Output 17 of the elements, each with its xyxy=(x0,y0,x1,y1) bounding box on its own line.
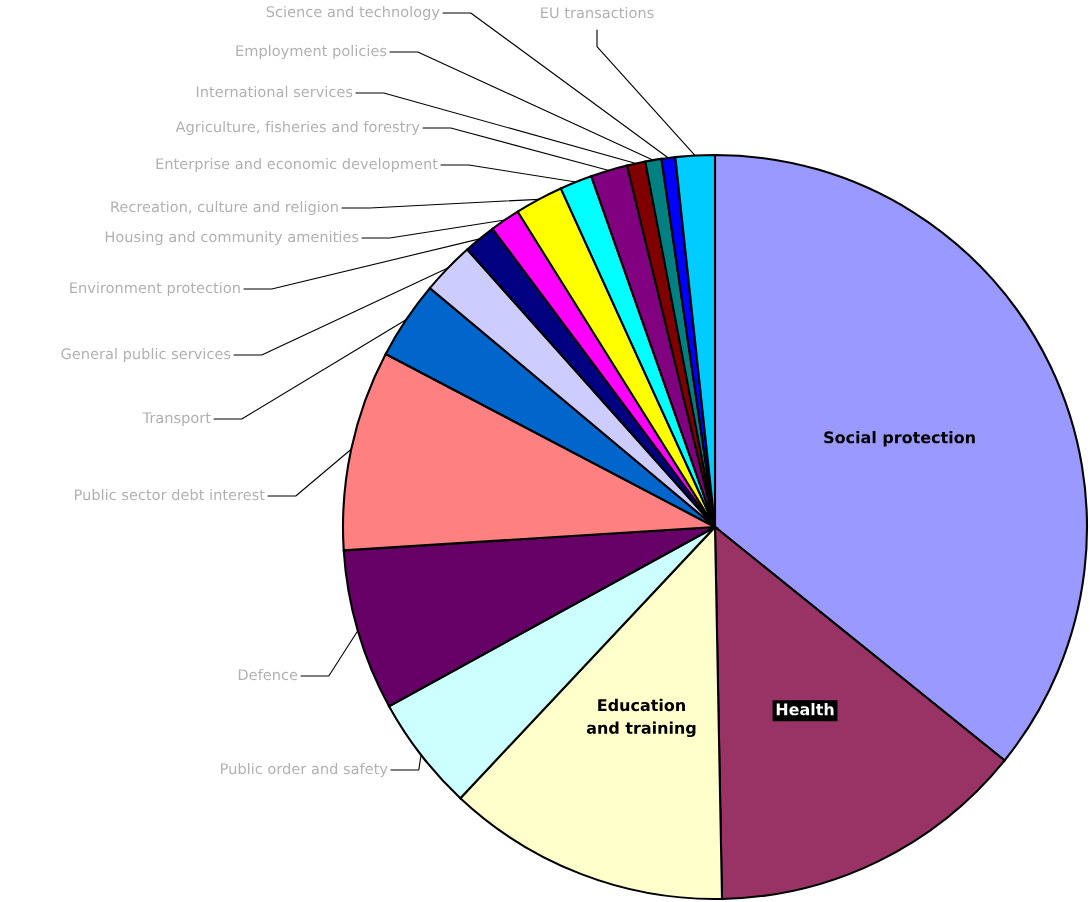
slice-label: Defence xyxy=(238,668,298,681)
slice-label: Public order and safety xyxy=(221,762,388,778)
slice-label: Health xyxy=(776,703,834,716)
slice-label: Science and technology xyxy=(266,5,440,21)
slice-label: Housing and community amenities xyxy=(105,230,359,246)
slice-label: Recreation, culture and religion xyxy=(111,200,338,216)
slice-label: Enterprise and economic development xyxy=(156,157,438,173)
slice-label: General public services xyxy=(61,347,231,363)
slice-label: Employment policies xyxy=(236,44,387,60)
slice-label: EU transactions xyxy=(541,6,654,19)
slice-label: Transport xyxy=(142,412,211,427)
slice-label: International services xyxy=(196,85,353,98)
slice-label: Social protection xyxy=(824,431,975,447)
slice-label: Education and training xyxy=(586,698,696,738)
slice-label: Environment protection xyxy=(70,281,240,297)
slice-label: Public sector debt interest xyxy=(75,488,265,501)
slice-label: Agriculture, fisheries and forestry xyxy=(175,120,420,136)
